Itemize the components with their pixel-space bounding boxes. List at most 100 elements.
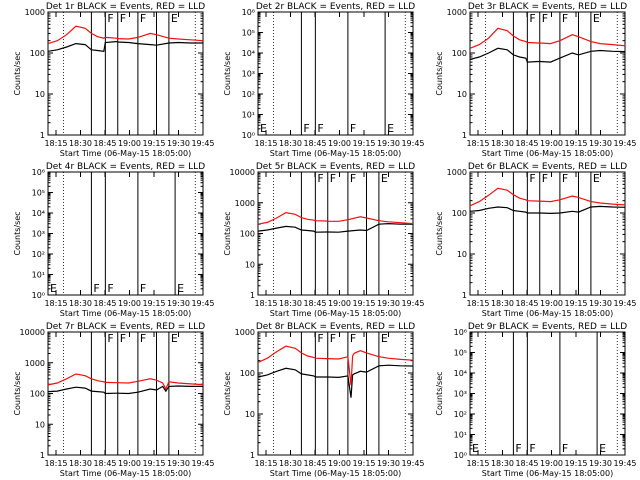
y-tick-label: 100: [240, 369, 255, 378]
x-tick-label: 19:45: [401, 139, 424, 148]
flag-label: E: [171, 332, 178, 345]
x-tick-label: 19:00: [118, 459, 141, 468]
flag-label: F: [529, 172, 535, 185]
y-tick-label: 10⁵: [454, 349, 467, 358]
y-tick-label: 100: [240, 230, 255, 239]
x-tick-label: 18:15: [254, 139, 277, 148]
y-tick-label: 10³: [242, 70, 255, 79]
flag-label: F: [140, 12, 146, 25]
y-tick-label: 10⁶: [242, 8, 255, 17]
flag-label: E: [177, 282, 184, 295]
lld-series-line: [257, 345, 414, 386]
y-tick-label: 1000: [25, 8, 45, 17]
x-tick-label: 19:45: [613, 139, 636, 148]
events-series-line: [257, 364, 414, 398]
x-tick-label: 18:30: [279, 139, 302, 148]
y-tick-label: 1: [250, 451, 255, 460]
events-series-line: [469, 47, 626, 63]
y-tick-label: 10: [35, 420, 45, 429]
x-tick-label: 18:30: [279, 459, 302, 468]
y-tick-label: 10²: [242, 90, 255, 99]
flag-label: F: [120, 12, 126, 25]
x-tick-label: 18:15: [466, 139, 489, 148]
x-tick-label: 18:45: [93, 299, 116, 308]
x-tick-label: 18:45: [515, 299, 538, 308]
y-tick-label: 1000: [25, 359, 45, 368]
y-tick-label: 1: [40, 451, 45, 460]
x-tick-label: 18:15: [466, 459, 489, 468]
x-tick-label: 19:30: [167, 299, 190, 308]
y-tick-label: 1: [40, 131, 45, 140]
x-axis-label: Start Time (06-May-15 18:05:00): [482, 309, 613, 318]
x-tick-label: 18:30: [491, 299, 514, 308]
x-tick-label: 19:45: [613, 459, 636, 468]
flag-label: E: [381, 332, 388, 345]
x-axis-label: Start Time (06-May-15 18:05:00): [482, 149, 613, 158]
y-tick-label: 10³: [454, 390, 467, 399]
flag-label: F: [303, 122, 309, 135]
flag-label: F: [529, 442, 535, 455]
panel-det-3: Det 3r BLACK = Events, RED = LLD 1 10 100 10…: [435, 2, 637, 158]
x-tick-label: 19:30: [167, 459, 190, 468]
flag-label: E: [50, 282, 57, 295]
x-tick-label: 19:00: [328, 459, 351, 468]
y-tick-label: 10: [245, 410, 255, 419]
x-axis-label: Start Time (06-May-15 18:05:00): [60, 309, 191, 318]
x-tick-label: 18:45: [515, 459, 538, 468]
y-tick-label: 10: [35, 90, 45, 99]
x-tick-label: 18:45: [93, 139, 116, 148]
x-tick-label: 18:30: [69, 459, 92, 468]
x-tick-label: 19:45: [191, 139, 214, 148]
panel-title: Det 3r BLACK = Events, RED = LLD: [468, 2, 627, 12]
flag-label: F: [350, 172, 356, 185]
x-tick-label: 18:30: [279, 299, 302, 308]
y-tick-label: 10000: [20, 328, 45, 337]
x-tick-label: 19:15: [564, 139, 587, 148]
x-tick-label: 18:45: [303, 459, 326, 468]
x-axis-label: Start Time (06-May-15 18:05:00): [270, 149, 401, 158]
flag-label: F: [120, 332, 126, 345]
x-tick-label: 19:45: [191, 299, 214, 308]
events-series-line: [257, 222, 413, 233]
flag-label: F: [140, 332, 146, 345]
flag-label: F: [515, 442, 521, 455]
flag-label: F: [562, 442, 568, 455]
x-tick-label: 19:15: [142, 459, 165, 468]
y-tick-label: 10⁴: [454, 369, 467, 378]
lld-series-line: [47, 25, 204, 45]
x-tick-label: 18:15: [254, 299, 277, 308]
x-tick-label: 18:15: [254, 459, 277, 468]
x-tick-label: 18:15: [44, 299, 67, 308]
flag-label: F: [562, 172, 568, 185]
y-tick-label: 100: [452, 49, 467, 58]
y-axis-label: Counts/sec: [223, 371, 232, 415]
y-axis-label: Counts/sec: [435, 371, 444, 415]
panel-title: Det 4r BLACK = Events, RED = LLD: [46, 162, 205, 172]
x-tick-label: 19:00: [118, 139, 141, 148]
plot-frame: [257, 331, 414, 456]
y-tick-label: 1: [250, 291, 255, 300]
flag-label: F: [107, 332, 113, 345]
flag-label: E: [387, 122, 394, 135]
y-tick-label: 10⁵: [242, 29, 255, 38]
x-tick-label: 19:00: [328, 139, 351, 148]
y-tick-label: 10⁶: [32, 168, 45, 177]
events-series-line: [47, 40, 203, 52]
y-axis-label: Counts/sec: [13, 371, 22, 415]
y-tick-label: 10¹: [454, 431, 467, 440]
flag-label: F: [317, 172, 323, 185]
x-tick-label: 19:00: [328, 299, 351, 308]
y-tick-label: 10000: [230, 168, 255, 177]
flag-label: F: [350, 332, 356, 345]
y-axis-label: Counts/sec: [223, 51, 232, 95]
flag-label: E: [260, 122, 267, 135]
y-tick-label: 1: [462, 291, 467, 300]
flag-label: E: [381, 172, 388, 185]
x-axis-label: Start Time (06-May-15 18:05:00): [270, 309, 401, 318]
x-tick-label: 19:30: [377, 139, 400, 148]
y-tick-label: 100: [452, 209, 467, 218]
x-tick-label: 19:30: [589, 299, 612, 308]
flag-label: F: [107, 282, 113, 295]
x-axis-label: Start Time (06-May-15 18:05:00): [60, 469, 191, 478]
lld-series-line: [257, 211, 414, 225]
